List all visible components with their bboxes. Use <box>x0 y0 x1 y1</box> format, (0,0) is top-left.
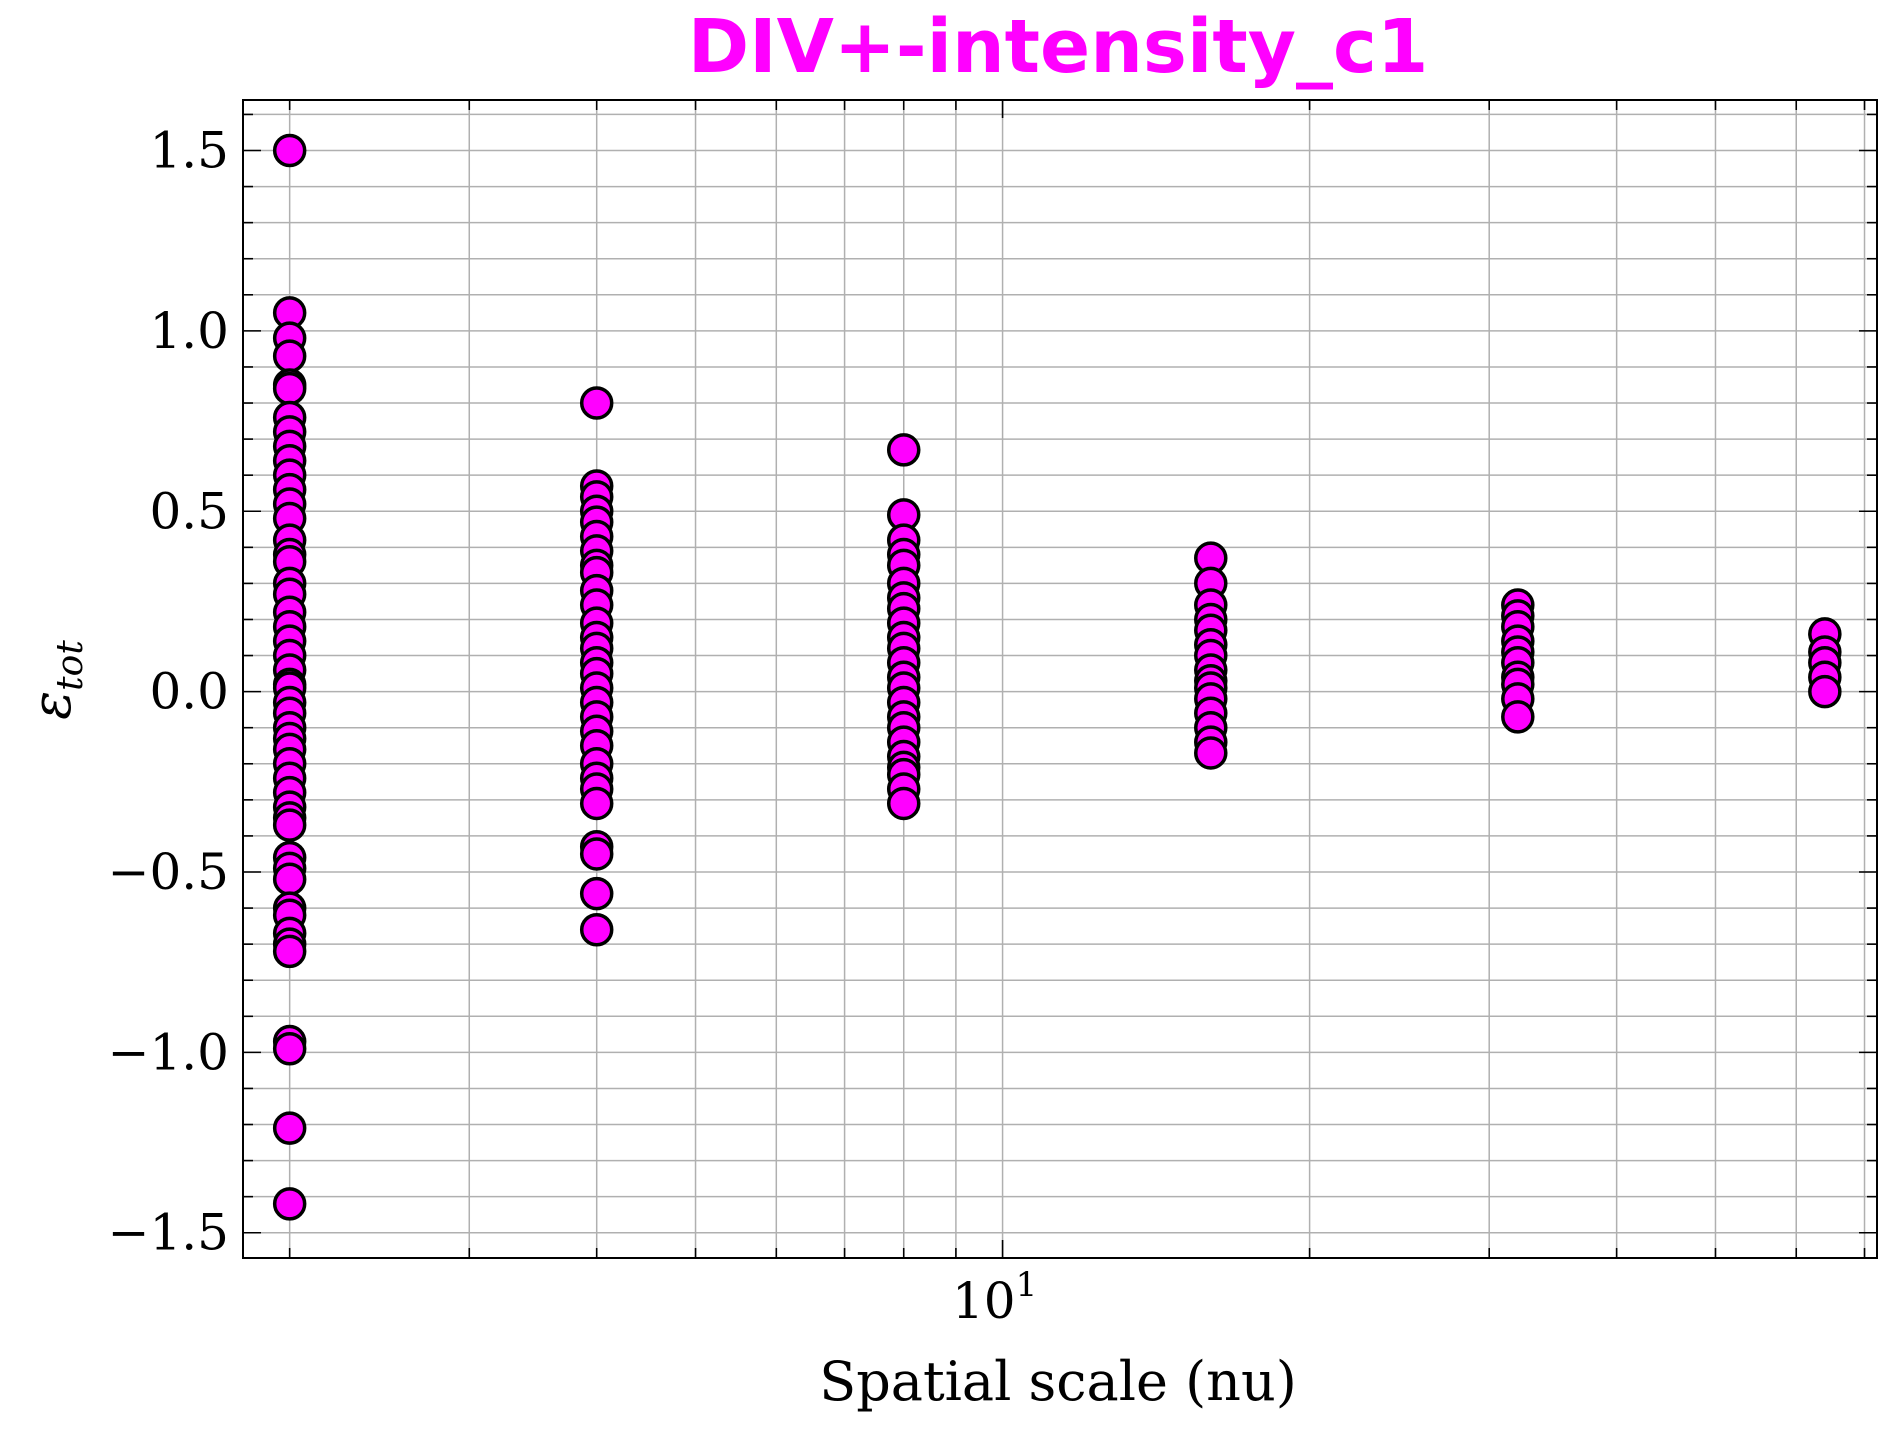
data-point <box>579 912 614 947</box>
plot-frame <box>242 99 1878 1259</box>
chart-title: DIV+-intensity_c1 <box>688 4 1429 90</box>
y-tick-label: 0.5 <box>149 482 229 540</box>
x-tick-label: 101 <box>952 1265 1037 1330</box>
data-points <box>272 133 1842 1221</box>
data-point <box>886 786 921 821</box>
x-axis-label: Spatial scale (nu) <box>819 1350 1297 1413</box>
data-point <box>272 808 307 842</box>
y-tick-label: 1.0 <box>149 302 229 360</box>
data-point <box>272 1111 307 1145</box>
data-point <box>1194 736 1228 770</box>
data-point <box>272 934 307 969</box>
y-tick-label: −1.5 <box>108 1204 229 1262</box>
data-point <box>272 339 307 373</box>
y-tick-label: 0.0 <box>149 663 229 721</box>
x-tick-labels: 101 <box>952 1265 1037 1330</box>
data-point <box>579 837 614 871</box>
data-point <box>1501 700 1535 734</box>
data-point <box>272 371 307 406</box>
y-tick-label: −1.0 <box>108 1023 229 1081</box>
y-axis-label-main: ε <box>20 691 83 720</box>
data-point <box>579 876 614 911</box>
data-point <box>272 133 307 168</box>
y-axis-label-sub: tot <box>50 640 91 691</box>
data-point <box>579 386 614 420</box>
y-tick-label: −0.5 <box>108 843 229 901</box>
y-axis-label: εtot <box>20 640 91 720</box>
data-point <box>886 433 921 467</box>
y-tick-labels: −1.5 −1.0 −0.5 0.0 0.5 1.0 1.5 <box>108 122 229 1262</box>
y-tick-label: 1.5 <box>149 122 229 180</box>
data-point <box>272 1187 307 1221</box>
data-point <box>272 1032 307 1066</box>
grid <box>243 100 1877 1258</box>
data-point <box>1808 674 1842 709</box>
data-point <box>272 862 307 896</box>
axis-ticks <box>243 100 1877 1258</box>
data-point <box>579 786 614 821</box>
